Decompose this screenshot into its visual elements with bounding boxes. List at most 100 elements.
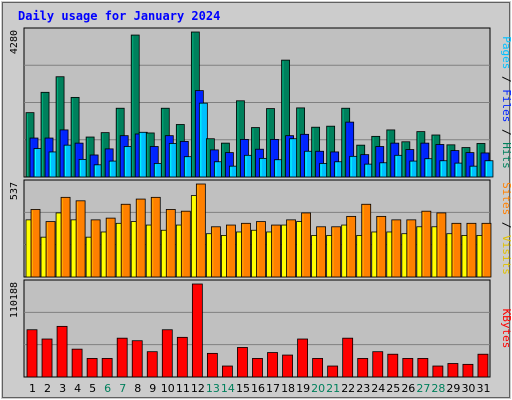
legend-entry-hits: Hits: [500, 142, 512, 169]
bar-kbytes-day-18: [282, 354, 293, 378]
day-label-17: 17: [266, 382, 280, 395]
bar-sites-day-7: [120, 203, 131, 278]
day-label-21: 21: [326, 382, 340, 395]
panel-hits-files-pages: 4280 Pages / Files / Hits: [9, 27, 512, 178]
panel-kbytes: 110188 KBytes: [9, 279, 512, 378]
bar-sites-day-8: [135, 198, 146, 278]
bar-kbytes-day-27: [417, 358, 429, 378]
day-label-31: 31: [476, 382, 490, 395]
bar-kbytes-day-5: [86, 358, 98, 378]
legend-separator: /: [500, 69, 512, 89]
bar-sites-day-5: [90, 219, 101, 278]
bar-sites-day-29: [451, 222, 462, 278]
bar-sites-day-31: [481, 222, 492, 278]
day-label-23: 23: [356, 382, 370, 395]
bar-sites-day-10: [165, 209, 176, 278]
legend-entry-pages: Pages: [500, 36, 512, 69]
bar-kbytes-day-29: [447, 363, 459, 378]
day-label-25: 25: [386, 382, 400, 395]
bar-kbytes-day-2: [41, 338, 53, 378]
bar-sites-day-24: [376, 215, 387, 278]
bar-kbytes-day-8: [131, 340, 143, 378]
day-label-20: 20: [311, 382, 325, 395]
day-label-13: 13: [206, 382, 220, 395]
y-max-label: 110188: [9, 282, 20, 318]
day-label-27: 27: [416, 382, 430, 395]
day-label-29: 29: [446, 382, 460, 395]
bar-kbytes-day-16: [252, 358, 263, 378]
bar-kbytes-day-19: [297, 338, 308, 378]
legend-entry-files: Files: [500, 89, 512, 122]
bar-kbytes-day-20: [312, 358, 324, 378]
bar-sites-day-18: [286, 219, 296, 278]
day-label-22: 22: [341, 382, 355, 395]
day-label-16: 16: [251, 382, 265, 395]
bar-kbytes-day-25: [387, 353, 399, 378]
y-max-label: 4280: [9, 30, 20, 54]
bar-kbytes-day-26: [402, 358, 414, 378]
day-label-12: 12: [191, 382, 205, 395]
day-label-24: 24: [371, 382, 385, 395]
bar-sites-day-28: [436, 212, 447, 278]
day-label-6: 6: [104, 382, 111, 395]
bar-sites-day-12: [195, 183, 206, 278]
bar-kbytes-day-9: [146, 351, 158, 378]
bar-sites-day-26: [406, 219, 417, 278]
bar-kbytes-day-4: [71, 348, 83, 378]
bar-kbytes-day-30: [462, 363, 474, 378]
chart-title: Daily usage for January 2024: [18, 9, 220, 23]
bar-kbytes-day-22: [342, 337, 354, 378]
bar-kbytes-day-13: [206, 352, 218, 378]
bar-kbytes-day-7: [116, 337, 128, 378]
bar-sites-day-9: [150, 196, 161, 278]
bar-kbytes-day-12: [191, 283, 203, 378]
bar-sites-day-25: [391, 219, 402, 278]
day-label-14: 14: [221, 382, 235, 395]
day-label-30: 30: [461, 382, 475, 395]
bar-kbytes-day-24: [372, 351, 384, 378]
day-label-1: 1: [29, 382, 36, 395]
bar-sites-day-21: [331, 226, 342, 278]
bar-sites-day-1: [30, 209, 41, 278]
bar-kbytes-day-1: [26, 329, 38, 378]
day-label-5: 5: [89, 382, 96, 395]
bar-kbytes-day-15: [237, 347, 248, 378]
bar-kbytes-day-23: [357, 358, 369, 378]
day-label-3: 3: [59, 382, 66, 395]
bar-sites-day-16: [256, 221, 266, 278]
day-label-19: 19: [296, 382, 310, 395]
bar-kbytes-day-3: [56, 325, 68, 378]
bar-sites-day-6: [105, 217, 116, 278]
day-label-26: 26: [401, 382, 415, 395]
bar-sites-day-2: [45, 221, 56, 278]
day-label-10: 10: [161, 382, 175, 395]
day-label-8: 8: [134, 382, 141, 395]
bar-sites-day-22: [346, 215, 357, 278]
day-label-2: 2: [44, 382, 51, 395]
legend-sites-visits: Sites / Visits: [500, 182, 512, 275]
y-max-label: 537: [9, 182, 20, 200]
legend-entry-kbytes: KBytes: [500, 309, 512, 349]
legend-hits-files-pages: Pages / Files / Hits: [500, 36, 512, 169]
bar-sites-day-11: [180, 210, 191, 278]
bar-sites-day-4: [75, 200, 86, 278]
bar-sites-day-19: [301, 212, 311, 278]
day-label-9: 9: [149, 382, 156, 395]
day-label-7: 7: [119, 382, 126, 395]
legend-separator: /: [500, 215, 512, 235]
panel-sites-visits: 537 Sites / Visits: [9, 179, 512, 278]
bar-kbytes-day-21: [327, 365, 339, 378]
bar-sites-day-15: [241, 222, 251, 278]
bar-sites-day-14: [226, 224, 236, 278]
bar-sites-day-3: [60, 196, 71, 278]
bar-kbytes-day-28: [432, 365, 444, 378]
bar-kbytes-day-31: [477, 353, 489, 378]
bar-kbytes-day-17: [267, 352, 278, 378]
bar-sites-day-23: [361, 203, 372, 278]
bar-kbytes-day-10: [161, 329, 173, 378]
bar-kbytes-day-11: [176, 336, 188, 378]
day-label-11: 11: [176, 382, 190, 395]
bar-sites-day-17: [271, 224, 281, 278]
